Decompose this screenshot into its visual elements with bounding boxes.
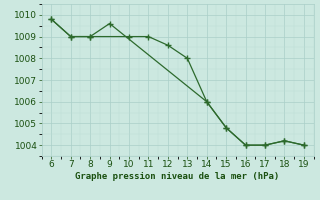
X-axis label: Graphe pression niveau de la mer (hPa): Graphe pression niveau de la mer (hPa) [76,172,280,181]
